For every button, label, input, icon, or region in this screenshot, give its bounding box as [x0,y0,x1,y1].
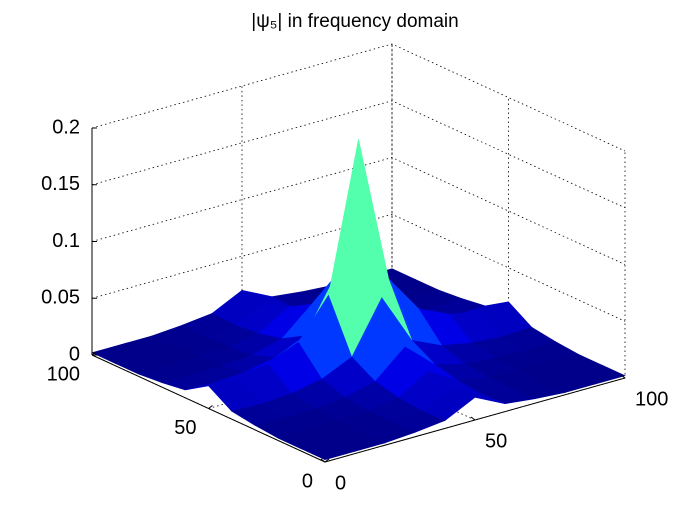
y-tick [324,458,330,463]
y-tick [91,351,97,356]
x-tick-label: 0 [335,472,346,494]
y-tick [208,405,213,409]
grid-line [91,43,626,152]
surface-patch [300,440,356,461]
z-tick-label: 0.2 [52,116,80,138]
z-tick-label: 0 [69,343,80,365]
z-tick-label: 0.15 [41,173,80,195]
x-tick-label: 100 [635,388,668,410]
z-tick-label: 0.1 [52,230,80,252]
y-tick-label: 0 [302,470,313,492]
x-tick-label: 50 [485,430,507,452]
chart-title: |ψ₅| in frequency domain [251,11,458,32]
z-tick-label: 0.05 [41,287,80,309]
x-tick [620,374,626,379]
x-tick [320,458,326,463]
x-tick [470,416,476,421]
y-tick-label: 100 [47,363,80,385]
grid-line [91,213,626,322]
y-tick-label: 50 [174,417,196,439]
